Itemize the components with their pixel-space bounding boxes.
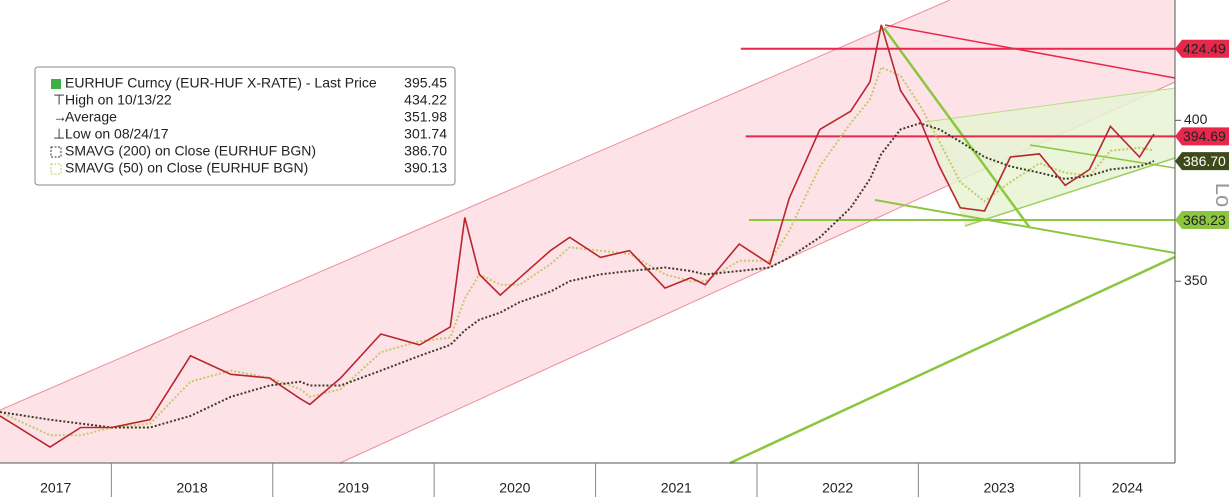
x-tick-label: 2023 bbox=[983, 480, 1014, 496]
x-tick-label: 2022 bbox=[822, 480, 853, 496]
short-trend bbox=[1029, 144, 1176, 169]
legend-value: 386.70 bbox=[404, 143, 447, 159]
price-tag bbox=[1175, 39, 1229, 58]
legend-label: SMAVG (200) on Close (EURHUF BGN) bbox=[65, 143, 316, 159]
price-tag bbox=[1175, 127, 1229, 146]
legend-label: EURHUF Curncy (EUR-HUF X-RATE) - Last Pr… bbox=[65, 75, 377, 91]
support-trend bbox=[874, 199, 1176, 254]
green-channel bbox=[925, 88, 1175, 226]
legend-label: SMAVG (50) on Close (EURHUF BGN) bbox=[65, 160, 308, 176]
legend-value: 434.22 bbox=[404, 92, 447, 108]
regression-channel bbox=[0, 0, 1175, 463]
series-line bbox=[0, 24, 1155, 449]
x-tick-label: 2019 bbox=[338, 480, 369, 496]
down-trend bbox=[882, 27, 1032, 229]
legend-icon bbox=[51, 79, 61, 89]
resistance-trend bbox=[884, 24, 1176, 79]
legend-label: High on 10/13/22 bbox=[65, 92, 172, 108]
price-tag-label: 424.49 bbox=[1183, 40, 1226, 56]
series-line bbox=[0, 122, 1155, 429]
green-channel-lower bbox=[964, 157, 1176, 227]
price-tag-label: 368.23 bbox=[1183, 212, 1226, 228]
long-up-trend bbox=[729, 255, 1176, 465]
y-tick-label: 400 bbox=[1184, 111, 1208, 127]
legend-box bbox=[34, 66, 456, 186]
price-tag bbox=[1175, 211, 1229, 230]
x-tick-label: 2024 bbox=[1112, 480, 1143, 496]
x-tick-label: 2021 bbox=[661, 480, 692, 496]
green-channel-upper bbox=[924, 87, 1176, 123]
axis-label: Lo bbox=[1211, 183, 1229, 207]
y-tick-label: 350 bbox=[1184, 272, 1208, 288]
legend-icon: → bbox=[53, 109, 67, 125]
legend-label: Average bbox=[65, 109, 117, 125]
legend-icon: ⊤ bbox=[53, 92, 65, 108]
legend-value: 301.74 bbox=[404, 126, 447, 142]
legend-icon: ⊥ bbox=[53, 126, 65, 142]
legend-icon bbox=[50, 163, 62, 175]
legend-value: 390.13 bbox=[404, 160, 447, 176]
x-tick-label: 2017 bbox=[40, 480, 71, 496]
legend-value: 395.45 bbox=[404, 75, 447, 91]
legend-icon bbox=[50, 146, 62, 158]
price-tag bbox=[1175, 152, 1229, 171]
x-tick-label: 2020 bbox=[499, 480, 530, 496]
legend-label: Low on 08/24/17 bbox=[65, 126, 169, 142]
legend-value: 351.98 bbox=[404, 109, 447, 125]
legend: EURHUF Curncy (EUR-HUF X-RATE) - Last Pr… bbox=[34, 66, 456, 186]
channel-upper bbox=[0, 0, 951, 411]
x-tick-label: 2018 bbox=[176, 480, 207, 496]
series-line bbox=[0, 65, 1155, 437]
price-tag-label: 394.69 bbox=[1183, 128, 1226, 144]
price-tag-label: 386.70 bbox=[1183, 153, 1226, 169]
